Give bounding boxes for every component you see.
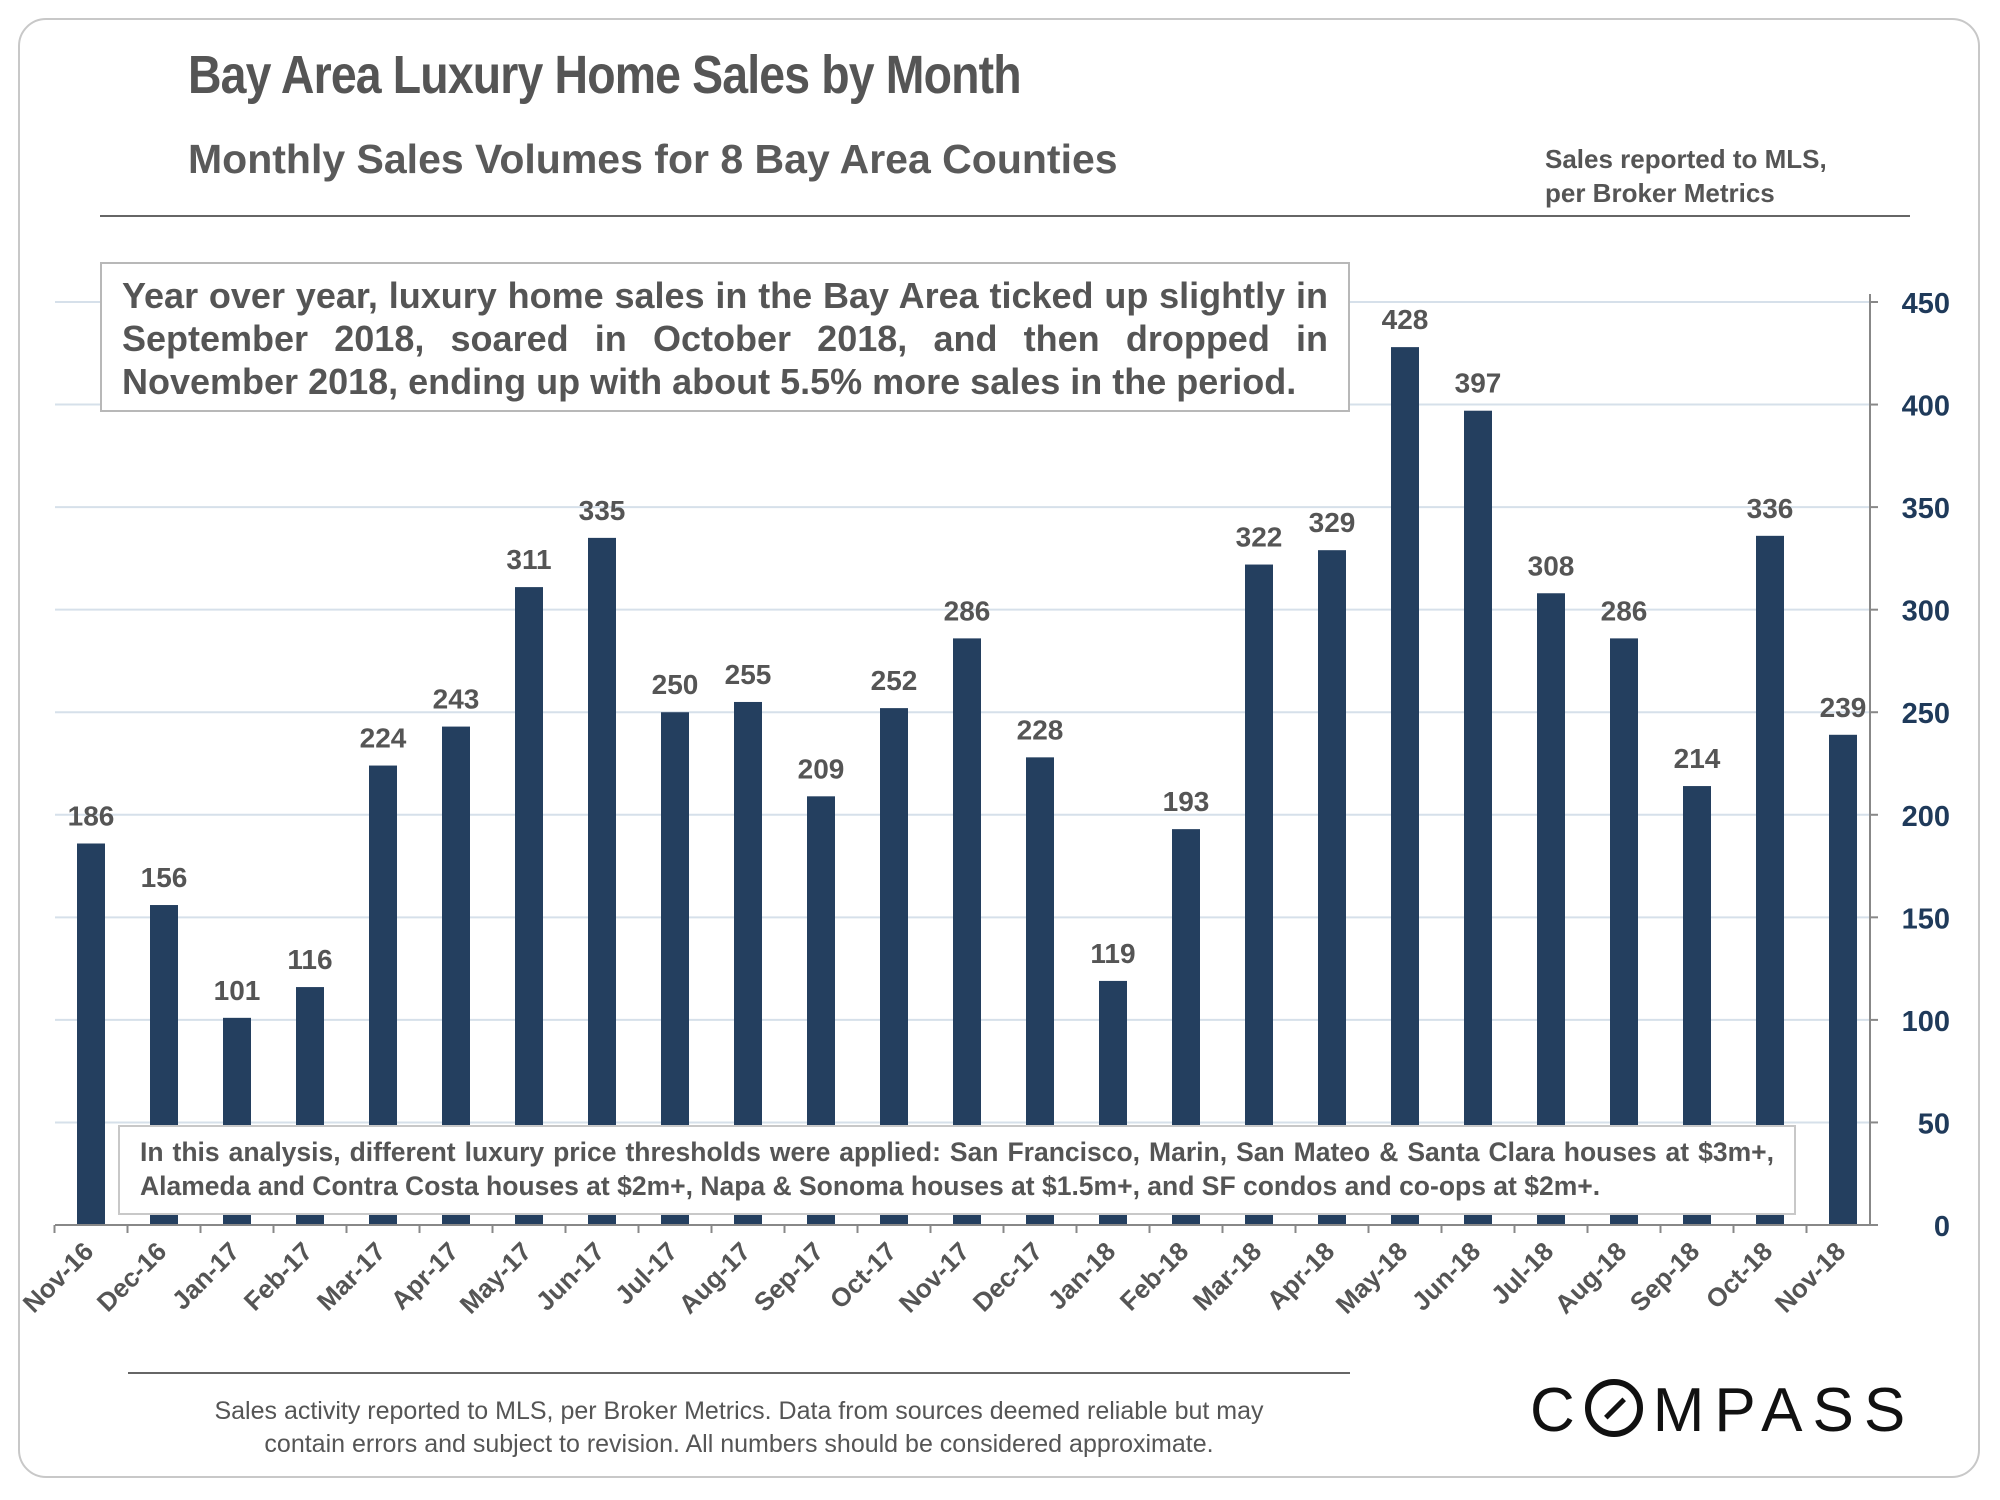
data-label: 228 [1017,714,1064,745]
data-label: 397 [1455,368,1502,399]
footer-line-1: Sales activity reported to MLS, per Brok… [214,1397,1264,1425]
y-tick-label: 50 [1918,1108,1950,1140]
x-tick-label: May-18 [1330,1236,1414,1320]
x-tick-label: Jan-18 [1042,1236,1121,1315]
y-tick-label: 250 [1902,698,1950,730]
y-tick-label: 350 [1902,493,1950,525]
y-axis: 0 50 100 150 200 250 300 350 400 450 [55,288,1950,1243]
y-tick-label: 400 [1902,391,1950,423]
compass-logo: C MPASS [1530,1375,1915,1445]
bar-apr-18 [1318,550,1346,1225]
data-label: 116 [287,944,332,975]
data-label: 252 [871,665,918,696]
x-tick-label: Apr-18 [1261,1236,1340,1315]
x-tick-label: Sep-17 [748,1236,830,1318]
data-label: 209 [798,753,845,784]
data-label: 286 [1601,595,1648,626]
x-tick-label: Mar-18 [1187,1236,1267,1316]
y-tick-label: 200 [1902,801,1950,833]
source-note-line-1: Sales reported to MLS, [1545,144,1827,174]
compass-o-icon [1584,1379,1643,1437]
bar-may-17 [515,587,543,1225]
x-tick-label: Aug-17 [673,1236,757,1320]
x-tick-label: Dec-17 [967,1236,1049,1318]
x-tick-label: Apr-17 [385,1236,464,1315]
annotation-thresholds: In this analysis, different luxury price… [118,1125,1796,1215]
data-label: 336 [1747,493,1794,524]
x-tick-label: Sep-18 [1624,1236,1706,1318]
x-tick-label: Jun-18 [1406,1236,1486,1316]
x-tick-label: Nov-17 [893,1236,976,1319]
y-tick-label: 100 [1902,1006,1950,1038]
data-label: 322 [1236,522,1283,553]
x-tick-label: Nov-16 [17,1236,100,1319]
bar-may-18 [1391,347,1419,1225]
data-label: 286 [944,595,991,626]
x-tick-label: Aug-18 [1549,1236,1633,1320]
x-tick-label: Nov-18 [1769,1236,1852,1319]
chart-title: Bay Area Luxury Home Sales by Month [188,45,1022,105]
data-label: 335 [579,495,626,526]
data-label: 311 [506,544,551,575]
bar-jun-18 [1464,410,1492,1226]
data-label: 329 [1309,507,1356,538]
x-tick-label: Feb-17 [238,1236,318,1316]
x-tick-label: Jun-17 [530,1236,610,1316]
footer-divider [128,1372,1350,1374]
data-label: 255 [725,659,772,690]
bar-jun-17 [588,537,616,1225]
data-label: 243 [433,684,480,715]
x-tick-label: Dec-16 [91,1236,173,1318]
bar-oct-18 [1756,535,1784,1225]
data-label: 193 [1163,786,1210,817]
annotation-yoy: Year over year, luxury home sales in the… [100,262,1350,412]
source-note: Sales reported to MLS, per Broker Metric… [1545,142,1827,210]
logo-letter-c: C [1530,1376,1585,1445]
y-tick-label: 300 [1902,596,1950,628]
chart-frame [18,18,1980,1478]
x-tick-label: Jul-18 [1485,1236,1559,1310]
x-tick-label: Oct-18 [1700,1236,1778,1314]
x-tick-label: Mar-17 [311,1236,391,1316]
footer-line-2: contain errors and subject to revision. … [264,1430,1214,1458]
logo-letters: MPASS [1652,1376,1916,1445]
y-tick-label: 0 [1934,1211,1950,1243]
data-labels: 186 156 101 116 224 243 311 335 250 255 209 252 286 2… [68,304,1867,1006]
x-tick-label: May-17 [454,1236,538,1320]
x-tick-label: Jul-17 [609,1236,683,1310]
data-label: 119 [1090,938,1135,969]
bar-nov-16 [77,843,105,1225]
y-tick-label: 150 [1902,903,1950,935]
bar-jul-18 [1537,593,1565,1225]
header-divider [100,215,1910,217]
data-label: 308 [1528,550,1575,581]
data-label: 101 [214,975,261,1006]
x-tick-label: Jan-17 [166,1236,245,1315]
chart-subtitle: Monthly Sales Volumes for 8 Bay Area Cou… [188,136,1118,182]
data-label: 224 [360,723,407,754]
x-tick-label: Feb-18 [1114,1236,1194,1316]
source-note-line-2: per Broker Metrics [1545,178,1775,208]
data-label: 156 [141,862,188,893]
bar-mar-18 [1245,564,1273,1225]
data-label: 214 [1674,743,1721,774]
data-label: 239 [1820,692,1867,723]
data-label: 250 [652,669,699,700]
x-axis-ticks: Nov-16Dec-16Jan-17Feb-17Mar-17Apr-17May-… [17,1225,1852,1320]
x-tick-label: Oct-17 [824,1236,902,1314]
data-label: 428 [1382,304,1429,335]
bars [77,347,1857,1226]
y-tick-label: 450 [1902,288,1950,320]
footer-disclaimer: Sales activity reported to MLS, per Brok… [128,1395,1350,1461]
data-label: 186 [68,800,115,831]
bar-nov-18 [1829,734,1857,1225]
